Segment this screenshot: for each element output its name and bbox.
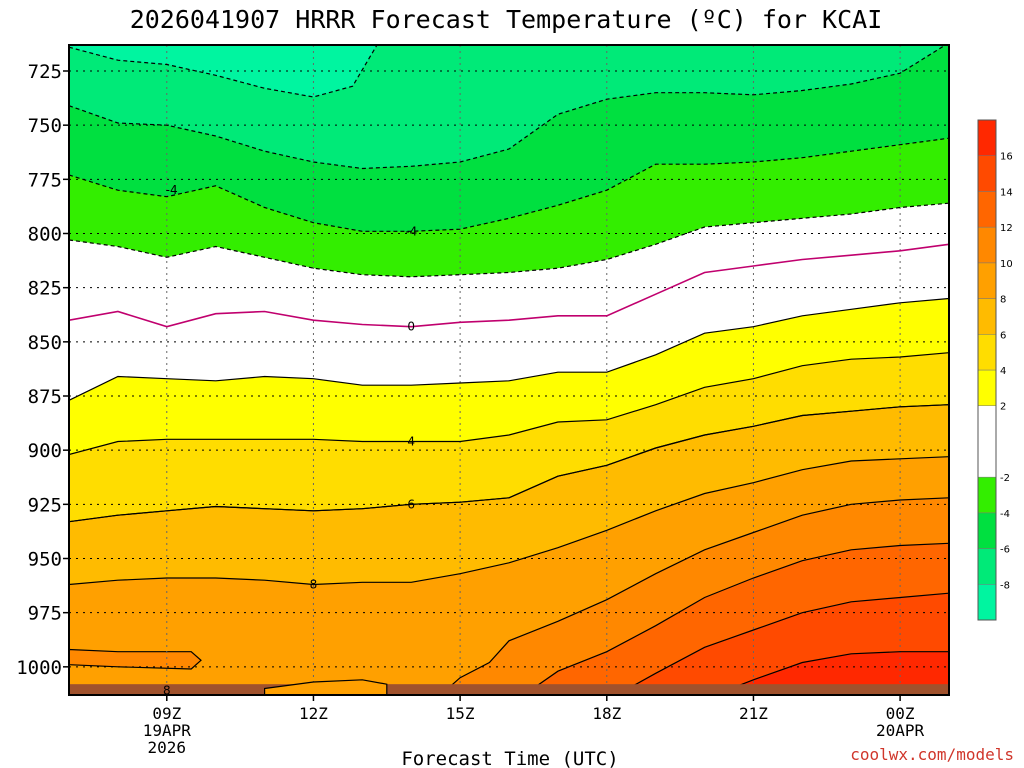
temperature-band bbox=[69, 298, 949, 455]
y-tick-label: 725 bbox=[28, 61, 62, 83]
colorbar-tick-label: -6 bbox=[1000, 545, 1010, 556]
colorbar-tick-label: 12 bbox=[1000, 223, 1013, 234]
colorbar-bin bbox=[977, 298, 997, 335]
colorbar-bin bbox=[977, 334, 997, 371]
x-tick-label: 18Z bbox=[592, 704, 621, 723]
colorbar-bin bbox=[977, 155, 997, 192]
y-tick-label: 875 bbox=[28, 386, 62, 408]
isotherm-4 bbox=[69, 352, 949, 456]
isotherm-minus-4 bbox=[69, 202, 949, 278]
colorbar-tick-label: 2 bbox=[1000, 402, 1006, 413]
isotherm-14 bbox=[616, 592, 949, 695]
colorbar-bin bbox=[977, 405, 997, 478]
colorbar: -8 -6 -4 -2 2 4 6 8 10 12 14 16 bbox=[977, 119, 1013, 621]
grid-lines bbox=[69, 45, 949, 695]
y-tick-label: 925 bbox=[28, 494, 62, 516]
ground-surface bbox=[69, 684, 949, 695]
y-tick-label: 950 bbox=[28, 549, 62, 571]
colorbar-tick-label: 14 bbox=[1000, 187, 1013, 198]
x-tick-year: 2026 bbox=[148, 738, 187, 757]
x-tick-label: 00Z bbox=[886, 704, 915, 723]
temperature-band bbox=[69, 404, 949, 585]
y-tick-label: 900 bbox=[28, 440, 62, 462]
colorbar-bin bbox=[977, 262, 997, 299]
temperature-band bbox=[69, 352, 949, 522]
y-tick-label: 825 bbox=[28, 278, 62, 300]
colorbar-tick-label: 8 bbox=[1000, 295, 1006, 306]
x-tick-date: 19APR bbox=[143, 721, 192, 740]
credit-text[interactable]: coolwx.com/models bbox=[850, 745, 1014, 764]
isotherm-8 bbox=[69, 456, 949, 586]
plot-area: -4 -4 0 4 6 8 8 bbox=[69, 45, 949, 698]
colorbar-bin bbox=[977, 548, 997, 585]
y-tick-label: 800 bbox=[28, 224, 62, 246]
y-tick-label: 850 bbox=[28, 332, 62, 354]
x-tick-label: 15Z bbox=[446, 704, 475, 723]
isotherm-label: 8 bbox=[163, 684, 171, 698]
colorbar-tick-label: -2 bbox=[1000, 473, 1010, 484]
isotherm-minus-4 bbox=[69, 137, 949, 232]
y-tick-label: 750 bbox=[28, 115, 62, 137]
colorbar-bin bbox=[977, 226, 997, 264]
colorbar-tick-label: -8 bbox=[1000, 580, 1010, 591]
colorbar-tick-label: 6 bbox=[1000, 330, 1006, 341]
colorbar-bin bbox=[977, 512, 997, 549]
colorbar-bin bbox=[977, 584, 997, 621]
isotherm-10 bbox=[440, 497, 949, 695]
chart-title: 2026041907 HRRR Forecast Temperature (ºC… bbox=[130, 5, 883, 34]
y-tick-label: 775 bbox=[28, 169, 62, 191]
x-tick-label: 21Z bbox=[739, 704, 768, 723]
y-tick-label: 1000 bbox=[16, 657, 62, 679]
x-tick-label: 09Z bbox=[152, 704, 181, 723]
temperature-fills bbox=[69, 45, 949, 695]
isotherm-labels: -4 -4 0 4 6 8 8 bbox=[163, 183, 417, 698]
colorbar-tick-label: -4 bbox=[1000, 509, 1010, 520]
isotherm-label: 0 bbox=[407, 320, 415, 334]
isotherm-2 bbox=[69, 297, 949, 401]
x-tick-label: 12Z bbox=[299, 704, 328, 723]
colorbar-bin bbox=[977, 119, 997, 156]
isotherm-minus-6 bbox=[69, 45, 947, 170]
colorbar-tick-label: 4 bbox=[1000, 366, 1006, 377]
x-axis-label: Forecast Time (UTC) bbox=[401, 748, 618, 768]
colorbar-bin bbox=[977, 191, 997, 228]
colorbar-tick-label: 10 bbox=[1000, 259, 1013, 270]
isotherm-minus-8 bbox=[69, 45, 378, 98]
colorbar-bin bbox=[977, 476, 997, 514]
y-tick-label: 975 bbox=[28, 603, 62, 625]
isotherm-label: -4 bbox=[166, 183, 178, 197]
isotherm-6 bbox=[69, 404, 949, 523]
surface-warm-pocket bbox=[264, 679, 388, 695]
colorbar-frame bbox=[977, 119, 997, 621]
isotherm-12 bbox=[523, 542, 949, 695]
isotherm-16 bbox=[714, 651, 949, 695]
colorbar-bin bbox=[977, 369, 997, 406]
isotherm-0 bbox=[69, 243, 949, 328]
y-axis: 725 750 775 800 825 850 875 900 925 950 975 1000 bbox=[16, 61, 69, 679]
low-level-warm-pocket bbox=[69, 648, 202, 670]
surface-ground bbox=[69, 679, 949, 695]
isotherm-label: 4 bbox=[407, 435, 415, 449]
plot-frame bbox=[68, 44, 950, 696]
x-tick-date: 20APR bbox=[876, 721, 925, 740]
isotherm-label: 6 bbox=[407, 497, 415, 511]
isotherm-label: -4 bbox=[405, 224, 417, 238]
isotherm-lines bbox=[69, 45, 949, 695]
isotherm-label: 8 bbox=[310, 578, 318, 592]
colorbar-tick-label: 16 bbox=[1000, 152, 1013, 163]
